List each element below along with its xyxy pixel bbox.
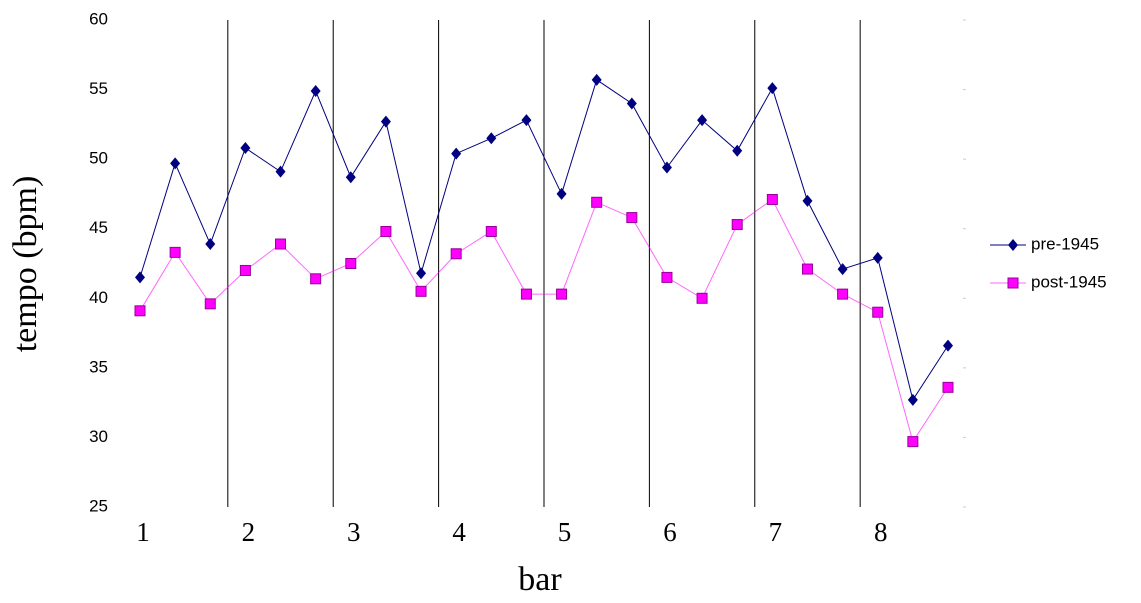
data-point: [170, 157, 181, 170]
x-tick-label: 5: [558, 517, 572, 547]
data-point: [345, 171, 356, 184]
data-point: [907, 393, 918, 406]
data-point: [240, 142, 251, 155]
data-point: [380, 115, 391, 128]
data-point: [626, 97, 637, 110]
legend-marker: [1008, 239, 1018, 251]
x-tick-label: 1: [136, 517, 150, 547]
y-tick-label: 45: [89, 218, 108, 237]
data-point: [521, 114, 532, 127]
data-point: [415, 285, 427, 297]
data-point: [134, 305, 146, 317]
data-point: [169, 246, 181, 258]
data-point: [310, 84, 321, 97]
data-point: [275, 238, 287, 250]
data-point: [591, 196, 603, 208]
data-point: [767, 82, 778, 95]
data-point: [942, 339, 953, 352]
data-point: [697, 114, 708, 127]
x-tick-label: 4: [452, 517, 466, 547]
y-tick-label: 50: [89, 149, 108, 168]
data-point: [731, 219, 743, 231]
data-point: [802, 194, 813, 207]
data-point: [556, 288, 568, 300]
data-point: [485, 225, 497, 237]
data-point: [696, 292, 708, 304]
data-point: [837, 288, 849, 300]
legend-label: post-1945: [1031, 272, 1107, 291]
data-point: [204, 298, 216, 310]
y-tick-label: 25: [89, 496, 108, 515]
data-point: [801, 263, 813, 275]
legend-label: pre-1945: [1031, 234, 1099, 253]
data-point: [556, 187, 567, 200]
data-point: [520, 288, 532, 300]
data-point: [345, 258, 357, 269]
data-point: [766, 193, 778, 205]
data-point: [486, 132, 497, 145]
data-point: [732, 144, 743, 157]
data-point: [205, 238, 216, 251]
data-point: [135, 271, 145, 284]
data-point: [661, 161, 672, 174]
data-point: [310, 273, 322, 285]
data-point: [626, 212, 638, 224]
x-axis-label: bar: [518, 561, 562, 598]
data-point: [942, 381, 954, 393]
data-point: [451, 147, 462, 160]
x-tick-label: 2: [242, 517, 256, 547]
data-point: [661, 271, 673, 283]
series-line: [139, 198, 949, 443]
y-tick-label: 30: [89, 427, 108, 446]
series-line: [139, 79, 949, 402]
data-point: [837, 263, 848, 276]
x-tick-label: 8: [874, 517, 888, 547]
y-tick-label: 35: [89, 357, 108, 376]
data-point: [416, 267, 427, 280]
x-tick-label: 7: [769, 517, 783, 547]
data-point: [275, 165, 286, 178]
data-point: [907, 436, 919, 448]
y-axis-label: tempo (bpm): [7, 176, 44, 353]
y-tick-label: 40: [89, 288, 108, 307]
x-tick-label: 3: [347, 517, 361, 547]
data-point: [872, 251, 883, 264]
data-point: [450, 248, 462, 260]
data-point: [872, 306, 884, 318]
y-tick-label: 55: [89, 79, 108, 98]
legend-marker: [1007, 277, 1019, 289]
y-tick-label: 60: [89, 9, 108, 28]
data-point: [380, 225, 392, 237]
data-point: [239, 264, 251, 276]
data-point: [591, 73, 602, 86]
x-tick-label: 6: [663, 517, 677, 547]
